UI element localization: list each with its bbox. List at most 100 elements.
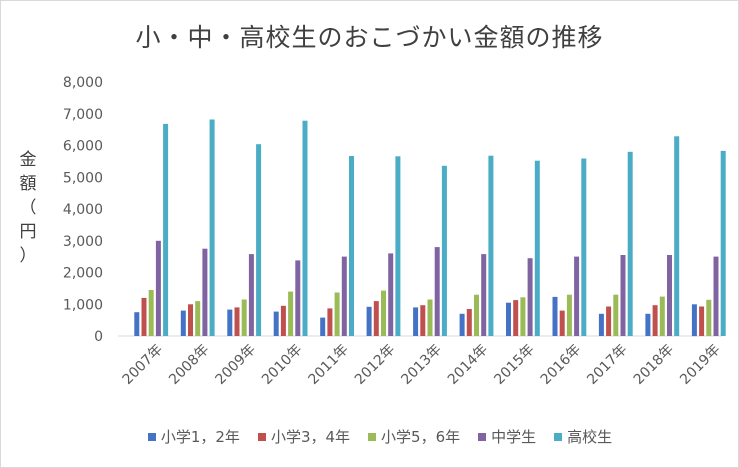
- bar: [466, 309, 472, 336]
- y-axis-label-char: 金: [19, 150, 37, 170]
- bar: [288, 291, 294, 336]
- legend-swatch: [368, 432, 377, 441]
- bar: [148, 290, 154, 336]
- bar: [627, 151, 633, 336]
- legend-item: 小学5，6年: [368, 426, 460, 447]
- bar: [420, 305, 426, 336]
- bar: [691, 304, 697, 337]
- legend-item: 高校生: [554, 426, 612, 447]
- x-tick-label: 2008年: [166, 342, 212, 388]
- bar: [209, 119, 215, 336]
- y-tick-label: 3,000: [63, 234, 103, 250]
- bar: [241, 299, 247, 336]
- bar: [234, 307, 240, 336]
- bar: [349, 156, 354, 336]
- bar: [481, 254, 487, 336]
- x-tick-label: 2007年: [120, 342, 166, 388]
- legend-swatch: [257, 432, 266, 441]
- bar: [459, 313, 465, 336]
- legend-label: 小学1，2年: [160, 428, 240, 446]
- legend-swatch: [554, 432, 563, 441]
- x-tick-label: 2009年: [213, 342, 259, 388]
- y-tick-label: 2,000: [63, 266, 103, 282]
- bar: [320, 317, 326, 336]
- bar: [488, 155, 494, 336]
- bar: [341, 256, 347, 336]
- bar: [395, 156, 401, 336]
- bar: [441, 165, 447, 336]
- bar: [163, 123, 169, 337]
- bar: [327, 308, 333, 336]
- bar: [674, 136, 680, 336]
- legend: 小学1，2年 小学3，4年 小学5，6年 中学生 高校生: [100, 426, 660, 447]
- legend-label: 小学5，6年: [381, 428, 461, 446]
- bar: [366, 306, 372, 336]
- bar: [534, 160, 540, 336]
- bar: [581, 158, 587, 336]
- x-tick-label: 2018年: [631, 342, 677, 388]
- chart-title: 小・中・高校生のおこづかい金額の推移: [135, 23, 604, 52]
- x-tick-label: 2019年: [677, 342, 723, 388]
- legend-swatch: [478, 432, 487, 441]
- bar: [227, 309, 233, 336]
- bar: [134, 312, 140, 336]
- bar: [381, 290, 386, 336]
- bar: [434, 247, 440, 336]
- bar: [566, 294, 572, 336]
- legend-label: 高校生: [567, 428, 613, 446]
- legend-item: 小学1，2年: [147, 426, 240, 447]
- bar: [613, 294, 619, 336]
- x-tick-label: 2012年: [352, 342, 398, 388]
- y-axis-label-char: （: [19, 198, 37, 218]
- bar: [141, 297, 147, 336]
- bar: [527, 258, 533, 336]
- y-axis-label: 金額 （ 円 ）: [14, 148, 42, 268]
- bar: [302, 120, 308, 336]
- bar: [552, 296, 558, 336]
- y-axis-label-char: 額: [19, 174, 37, 194]
- x-tick-label: 2014年: [445, 342, 491, 388]
- bar: [180, 310, 186, 336]
- bar: [520, 297, 526, 336]
- legend-item: 中学生: [478, 426, 536, 447]
- legend-label: 中学生: [491, 428, 537, 446]
- bar: [652, 305, 658, 336]
- bar: [706, 299, 712, 336]
- bar: [195, 301, 201, 336]
- bar: [506, 302, 511, 336]
- bar: [474, 294, 479, 336]
- x-tick-label: 2011年: [305, 342, 351, 388]
- x-tick-label: 2015年: [491, 342, 537, 388]
- y-tick-label: 0: [94, 329, 103, 345]
- y-axis-label-char: 円: [19, 222, 37, 242]
- bar: [427, 299, 433, 336]
- bar: [273, 311, 279, 336]
- y-tick-label: 7,000: [63, 107, 103, 123]
- bar: [645, 313, 651, 336]
- bar: [188, 304, 193, 337]
- x-tick-label: 2016年: [538, 342, 584, 388]
- x-tick-label: 2013年: [398, 342, 444, 388]
- bar: [620, 255, 626, 336]
- bar: [413, 307, 419, 336]
- legend-label: 小学3，4年: [270, 428, 351, 446]
- bar: [373, 301, 379, 336]
- bar: [720, 150, 726, 336]
- y-tick-label: 4,000: [63, 202, 103, 218]
- bar: [334, 292, 340, 336]
- bar: [606, 306, 612, 336]
- bar: [667, 255, 672, 336]
- bar: [295, 260, 301, 336]
- bar: [559, 310, 565, 336]
- bar: [699, 306, 705, 336]
- bar: [248, 254, 254, 336]
- bar: [155, 240, 161, 337]
- bar: [388, 253, 394, 336]
- x-tick-label: 2017年: [584, 342, 630, 388]
- x-tick-label: 2010年: [259, 342, 305, 388]
- bar: [598, 313, 604, 336]
- bar: [659, 296, 665, 336]
- bar: [574, 256, 580, 336]
